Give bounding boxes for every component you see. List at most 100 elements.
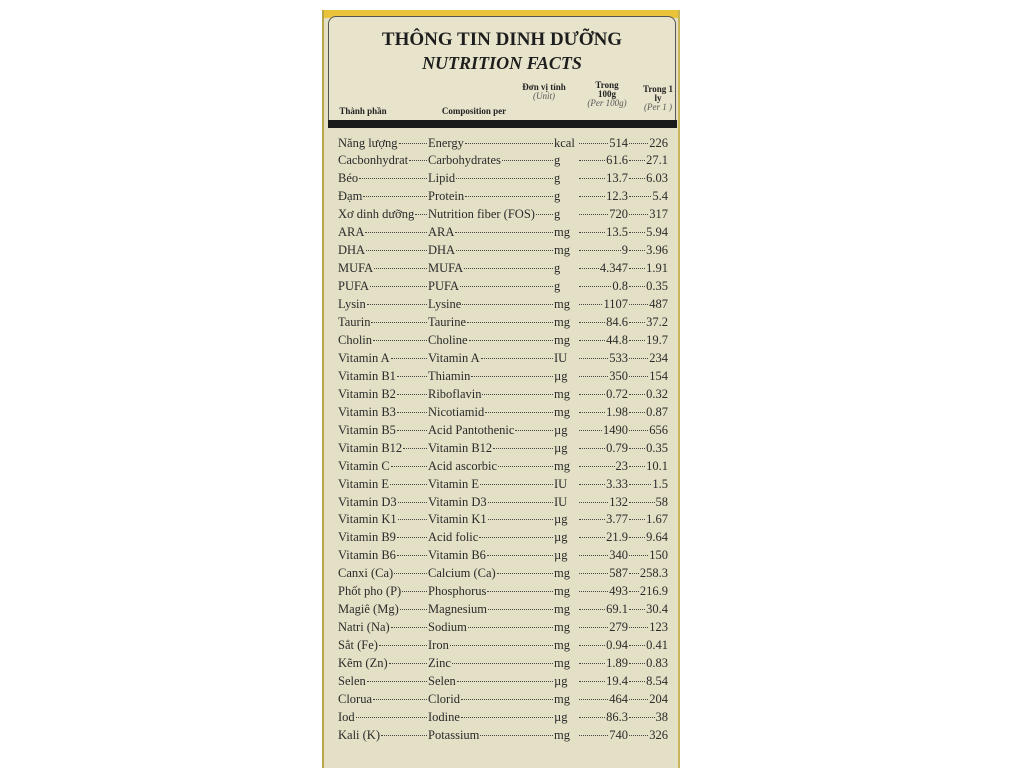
cell-text: 9.64: [646, 530, 668, 545]
table-cell: 86.3: [578, 710, 628, 725]
dot-leader: [629, 537, 646, 539]
cell-text: 37.2: [646, 315, 668, 329]
table-row: Vitamin B1 Thiamin µg 350 154: [338, 367, 668, 385]
dot-leader: [479, 483, 553, 485]
cell-text: 487: [649, 297, 668, 312]
cell-text: Clorua: [338, 691, 373, 706]
cell-text: Vitamin E: [428, 476, 479, 491]
dot-leader: [378, 645, 427, 647]
table-cell: 10.1: [628, 459, 668, 474]
cell-text: DHA: [428, 243, 456, 258]
table-cell: 30.4: [628, 602, 668, 617]
nutrition-label: THÔNG TIN DINH DƯỠNG NUTRITION FACTS Thà…: [322, 10, 680, 768]
cell-text: µg: [554, 548, 568, 563]
dot-leader: [456, 250, 553, 252]
dot-leader: [396, 411, 427, 413]
cell-text: kcal: [554, 135, 575, 150]
table-cell: Vitamin B5: [338, 423, 428, 438]
table-cell: 13.7: [578, 171, 628, 186]
dot-leader: [629, 734, 649, 736]
column-header: Trong 1 ly (Per 1 ): [641, 85, 675, 112]
cell-text: Lipid: [428, 171, 456, 186]
dot-leader: [629, 142, 649, 144]
table-cell: g: [554, 189, 578, 204]
dot-leader: [464, 142, 553, 144]
dot-leader: [396, 429, 427, 431]
table-row: Sắt (Fe) Iron mg 0.94 0.41: [338, 637, 668, 655]
cell-text: 30.4: [646, 602, 668, 617]
cell-text: 38: [655, 709, 669, 724]
table-cell: 279: [578, 620, 628, 635]
cell-text: 587: [609, 566, 628, 581]
dot-leader: [496, 573, 553, 575]
table-cell: Vitamin A: [428, 351, 554, 366]
dot-leader: [579, 250, 621, 252]
table-row: Năng lượng Energy kcal 514 226: [338, 134, 668, 152]
table-row: Vitamin B2 Riboflavin mg 0.72 0.32: [338, 385, 668, 403]
cell-text: Vitamin K1: [428, 512, 487, 527]
top-strip: [324, 10, 678, 18]
table-cell: Vitamin K1: [338, 512, 428, 527]
dot-leader: [629, 501, 655, 503]
dot-leader: [579, 519, 606, 521]
cell-text: mg: [554, 225, 570, 240]
dot-leader: [515, 429, 553, 431]
cell-text: g: [554, 189, 561, 204]
table-cell: IU: [554, 351, 578, 366]
table-cell: Phosphorus: [428, 584, 554, 599]
table-cell: Vitamin K1: [428, 512, 554, 527]
column-header-main: Trong 1 ly: [643, 84, 673, 103]
column-header: Thành phần: [333, 107, 393, 116]
table-row: Béo Lipid g 13.7 6.03: [338, 170, 668, 188]
table-cell: Béo: [338, 171, 428, 186]
column-header-main: Composition per: [441, 106, 507, 116]
cell-text: 150: [649, 548, 668, 563]
table-cell: Acid ascorbic: [428, 459, 554, 474]
table-cell: µg: [554, 512, 578, 527]
table-cell: 317: [628, 207, 668, 222]
cell-text: Vitamin B6: [428, 548, 486, 563]
table-row: Vitamin B12 Vitamin B12 µg 0.79 0.35: [338, 439, 668, 457]
table-cell: 493: [578, 584, 628, 599]
dot-leader: [579, 663, 606, 665]
table-row: Cholin Choline mg 44.8 19.7: [338, 331, 668, 349]
dot-leader: [487, 501, 553, 503]
cell-text: Vitamin C: [338, 458, 390, 473]
cell-text: 0.35: [646, 440, 668, 455]
cell-text: 464: [609, 691, 628, 706]
table-cell: 0.72: [578, 387, 628, 402]
dot-leader: [487, 519, 553, 521]
table-cell: Selen: [428, 674, 554, 689]
cell-text: Cacbonhydrat: [338, 153, 409, 168]
table-cell: DHA: [338, 243, 428, 258]
table-cell: 0.8: [578, 279, 628, 294]
table-row: Vitamin B3 Nicotiamid mg 1.98 0.87: [338, 403, 668, 421]
dot-leader: [579, 322, 606, 323]
dot-leader: [388, 663, 427, 665]
dot-leader: [409, 160, 427, 162]
table-row: Iod Iodine µg 86.3 38: [338, 708, 668, 726]
table-cell: 0.35: [628, 279, 668, 294]
cell-text: Canxi (Ca): [338, 566, 394, 581]
dot-leader: [456, 178, 553, 180]
cell-text: 0.8: [612, 279, 628, 294]
cell-text: Kẽm (Zn): [338, 656, 388, 671]
cell-text: 13.7: [606, 171, 628, 186]
column-header-sub: (Per 100g): [587, 98, 627, 108]
table-row: Magiê (Mg) Magnesium mg 69.1 30.4: [338, 601, 668, 619]
cell-text: Riboflavin: [428, 386, 482, 401]
table-cell: g: [554, 207, 578, 222]
cell-text: 234: [649, 350, 668, 365]
cell-text: 8.54: [646, 674, 668, 688]
table-row: Lysin Lysine mg 1107 487: [338, 296, 668, 314]
cell-text: DHA: [338, 243, 366, 258]
dot-leader: [579, 160, 606, 162]
table-cell: 0.41: [628, 638, 668, 653]
cell-text: Phốt pho (P): [338, 584, 402, 599]
table-cell: DHA: [428, 243, 554, 258]
cell-text: mg: [554, 315, 570, 329]
table-cell: µg: [554, 710, 578, 725]
cell-text: µg: [554, 674, 568, 688]
dot-leader: [396, 375, 427, 377]
table-cell: 350: [578, 369, 628, 384]
